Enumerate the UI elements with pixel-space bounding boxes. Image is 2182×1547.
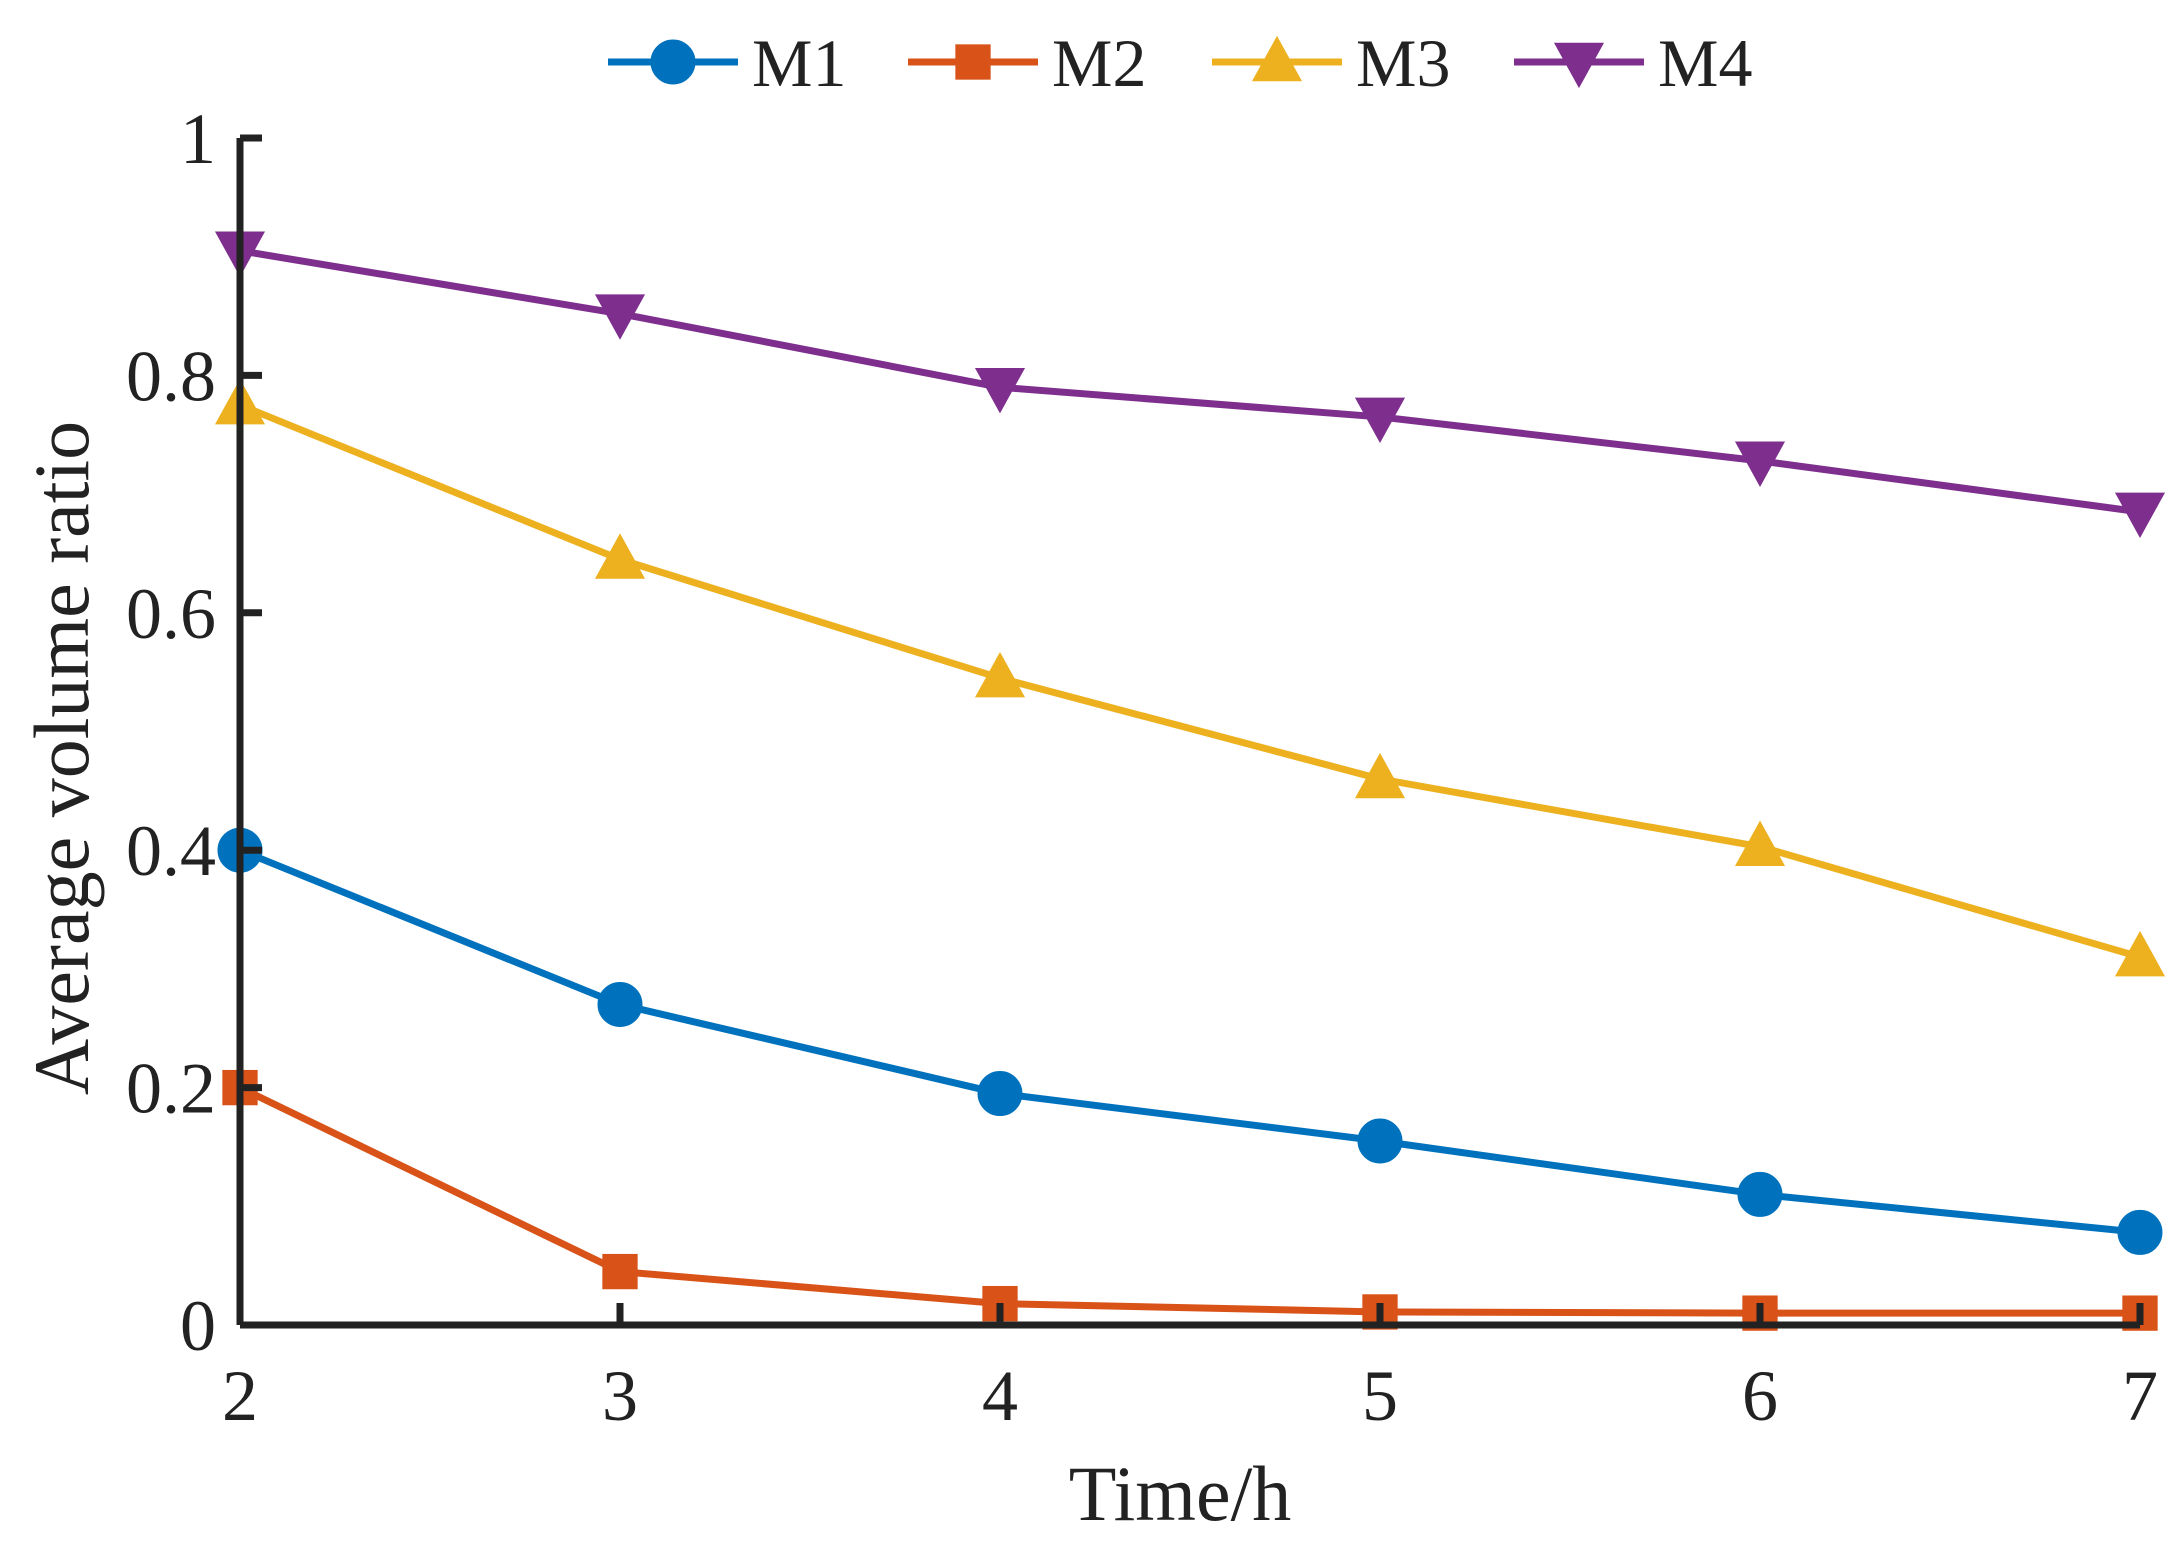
legend-label: M3 <box>1356 25 1450 101</box>
data-point-m1 <box>597 982 643 1028</box>
x-axis-title: Time/h <box>1069 1450 1292 1537</box>
data-point-m3 <box>594 533 646 579</box>
series-line-m3 <box>238 401 2141 961</box>
data-point-m1 <box>1357 1118 1403 1164</box>
series-line-m2 <box>238 1084 2140 1317</box>
y-tick-label: 0.8 <box>126 336 216 416</box>
x-tick-label: 3 <box>602 1356 638 1436</box>
legend-marker <box>1251 35 1303 82</box>
data-point-m3 <box>974 651 1026 698</box>
data-point-m3 <box>1354 752 1406 799</box>
data-point-m4 <box>1734 441 1786 487</box>
legend-label: M2 <box>1052 25 1146 101</box>
series-m4 <box>214 231 2166 539</box>
series-line-m1 <box>238 846 2141 1236</box>
data-point-m1 <box>1737 1171 1783 1217</box>
y-axis-title: Average volume ratio <box>18 421 105 1095</box>
data-point-m4 <box>974 367 1026 414</box>
x-tick-label: 4 <box>982 1356 1018 1436</box>
y-tick-label: 0.6 <box>126 574 216 654</box>
y-tick-label: 1 <box>180 99 216 179</box>
data-point-m4 <box>1354 397 1406 444</box>
y-tick-label: 0.2 <box>126 1049 216 1129</box>
legend-label: M4 <box>1658 25 1752 101</box>
legend: M1 M2 M3 M4 <box>608 25 1752 101</box>
data-point-m3 <box>1734 820 1786 866</box>
tick-labels: 0 0.2 0.4 0.6 0.8 1 2 3 4 5 6 7 <box>126 99 2158 1436</box>
legend-marker <box>1553 42 1605 89</box>
x-tick-label: 7 <box>2122 1356 2158 1436</box>
x-tick-label: 5 <box>1362 1356 1398 1436</box>
data-point-m4 <box>594 294 646 340</box>
legend-item-m2: M2 <box>908 25 1146 101</box>
y-tick-label: 0.4 <box>126 811 216 891</box>
legend-marker <box>955 44 991 80</box>
x-tick-label: 6 <box>1742 1356 1778 1436</box>
y-tick-label: 0 <box>180 1286 216 1366</box>
x-tick-label: 2 <box>222 1356 258 1436</box>
legend-item-m3: M3 <box>1212 25 1450 101</box>
plot-series <box>214 231 2166 1331</box>
legend-label: M1 <box>752 25 846 101</box>
axes <box>236 134 2144 1329</box>
series-m2 <box>222 1069 2158 1331</box>
series-line-m4 <box>239 247 2141 516</box>
data-point-m1 <box>977 1071 1023 1117</box>
data-point-m1 <box>2117 1209 2163 1255</box>
legend-marker <box>650 39 696 85</box>
data-point-m3 <box>2114 930 2166 977</box>
data-point-m2 <box>602 1253 638 1290</box>
series-m3 <box>214 378 2166 977</box>
legend-item-m1: M1 <box>608 25 846 101</box>
legend-item-m4: M4 <box>1514 25 1752 101</box>
data-point-m4 <box>2114 492 2166 539</box>
series-m1 <box>217 827 2163 1255</box>
